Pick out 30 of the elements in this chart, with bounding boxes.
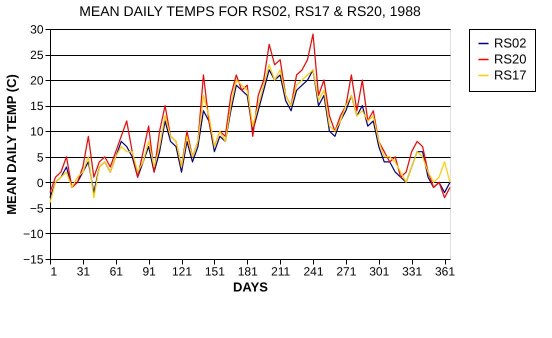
legend-label: RS17 — [494, 68, 527, 82]
x-tick-label: 301 — [369, 264, 390, 278]
x-tick-label: 331 — [402, 264, 422, 278]
y-tick-label: 15 — [30, 99, 44, 114]
x-axis-title: DAYS — [233, 280, 268, 294]
x-tick-label: 181 — [238, 264, 258, 278]
legend-label: RS20 — [494, 52, 527, 66]
y-axis-title: MEAN DAILY TEMP (C) — [4, 74, 20, 215]
y-tick-label: 30 — [30, 22, 44, 36]
x-tick-label: 1 — [50, 264, 58, 278]
y-tick-label: 20 — [30, 74, 44, 88]
y-tick-label: 5 — [36, 150, 44, 164]
x-tick-label: 61 — [110, 264, 124, 278]
line-series — [49, 34, 451, 198]
chart-title: MEAN DAILY TEMPS FOR RS02, RS17 & RS20, 1988 — [79, 3, 421, 19]
x-tick-label: 91 — [142, 264, 156, 278]
x-tick-label: 361 — [435, 264, 456, 278]
legend-label: RS02 — [494, 36, 527, 50]
y-tick-label: 25 — [30, 48, 44, 62]
x-tick-label: 31 — [76, 264, 90, 278]
x-tick-label: 211 — [271, 264, 291, 278]
y-tick-label: −10 — [23, 226, 44, 241]
y-tick-label: −15 — [23, 252, 44, 266]
y-tick-label: 0 — [36, 176, 44, 190]
y-tick-label: 10 — [30, 124, 44, 139]
x-tick-label: 271 — [336, 264, 357, 278]
x-tick-label: 241 — [304, 264, 324, 278]
x-tick-label: 121 — [172, 264, 192, 278]
x-tick-label: 151 — [204, 264, 226, 278]
y-tick-label: −5 — [30, 201, 44, 216]
